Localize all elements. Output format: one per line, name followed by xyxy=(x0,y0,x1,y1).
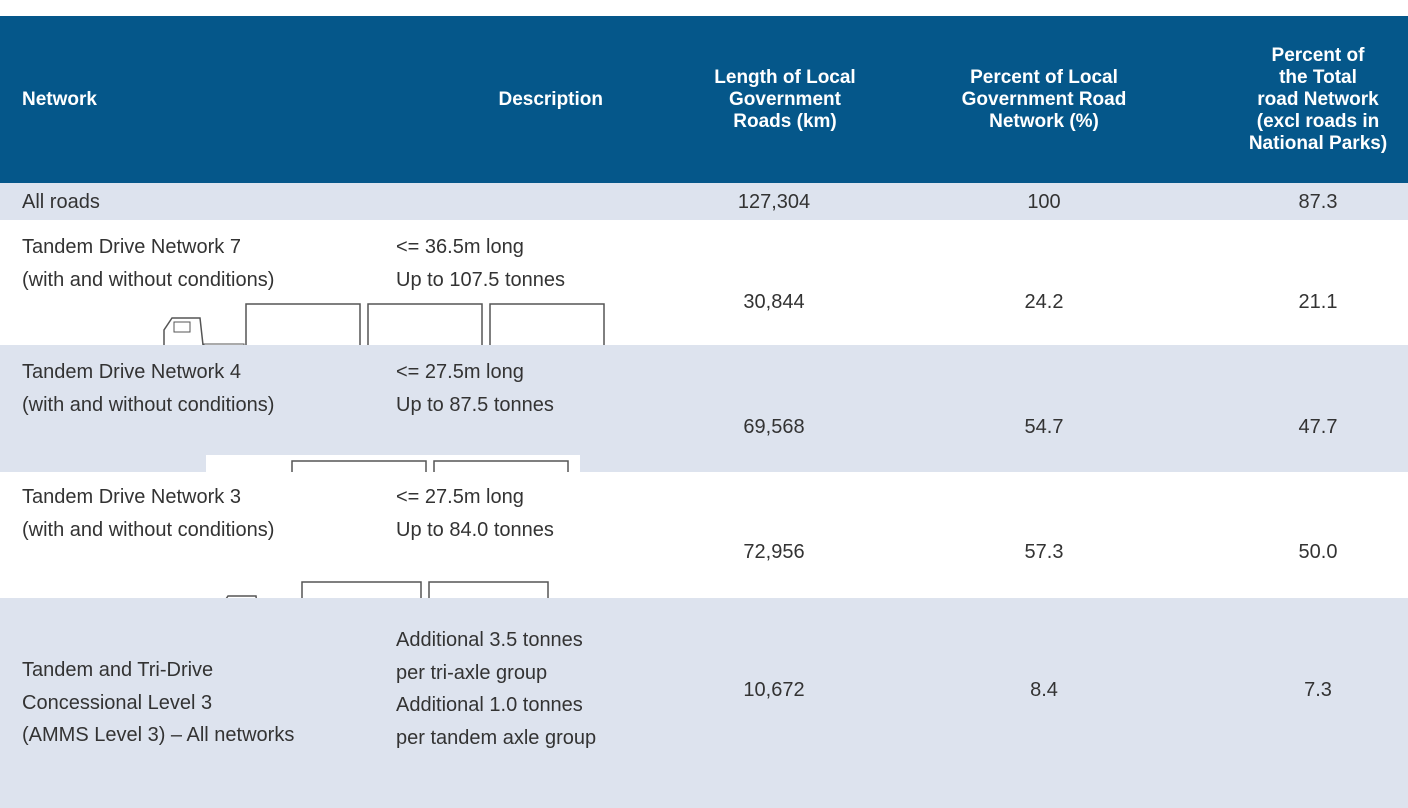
header-cell: road Network xyxy=(1257,89,1379,110)
header-cell: National Parks) xyxy=(1248,133,1388,154)
length-cell: 69,568 xyxy=(743,416,805,438)
network-cell: Tandem Drive Network 3 xyxy=(22,486,241,508)
description-cell: Up to 84.0 tonnes xyxy=(396,518,554,541)
percent-total-cell: 50.0 xyxy=(1298,541,1338,563)
header-cell: Percent of Local xyxy=(970,67,1118,88)
percent-total-cell: 7.3 xyxy=(1304,679,1332,701)
truck-part xyxy=(489,303,605,347)
description-cell: <= 27.5m long xyxy=(396,486,524,508)
network-cell: All roads xyxy=(22,191,100,213)
percent-lg-cell: 57.3 xyxy=(1024,541,1064,563)
row-band xyxy=(0,472,1408,598)
header-cell: Roads (km) xyxy=(733,111,837,132)
network-cell: Concessional Level 3 xyxy=(22,691,213,714)
header-cell: Description xyxy=(498,89,603,110)
header-cell: Length of Local xyxy=(714,67,856,88)
row-band xyxy=(0,220,1408,345)
length-cell: 72,956 xyxy=(743,541,805,563)
header-cell: Network xyxy=(22,89,97,110)
percent-lg-cell: 54.7 xyxy=(1024,416,1064,438)
length-cell: 127,304 xyxy=(737,191,811,213)
truck-part xyxy=(367,303,483,347)
header-cell: (excl roads in xyxy=(1256,111,1380,132)
percent-total-cell: 47.7 xyxy=(1298,416,1338,438)
row-band xyxy=(0,345,1408,472)
header-cell: Network (%) xyxy=(989,111,1099,132)
length-cell: 30,844 xyxy=(743,291,805,313)
percent-total-cell: 87.3 xyxy=(1298,191,1338,213)
percent-lg-cell: 24.2 xyxy=(1024,291,1064,313)
truck-part xyxy=(245,303,361,347)
network-cell: Tandem Drive Network 4 xyxy=(22,361,241,383)
description-cell: Additional 1.0 tonnes xyxy=(396,694,583,716)
network-cell: (with and without conditions) xyxy=(22,268,275,291)
network-cell: Tandem and Tri-Drive xyxy=(22,659,214,681)
header-cell: Government Road xyxy=(961,89,1127,110)
truck-part xyxy=(173,321,191,333)
length-cell: 10,672 xyxy=(743,679,805,701)
network-cell: (with and without conditions) xyxy=(22,518,275,541)
row-band xyxy=(0,183,1408,220)
header-cell: Percent of xyxy=(1271,45,1365,66)
percent-lg-cell: 8.4 xyxy=(1030,679,1058,701)
network-cell: (AMMS Level 3) – All networks xyxy=(22,724,295,746)
header-cell: Government xyxy=(729,89,841,110)
network-cell: Tandem Drive Network 7 xyxy=(22,236,241,258)
header-band xyxy=(0,16,1408,183)
row-band xyxy=(0,598,1408,808)
description-cell: Up to 107.5 tonnes xyxy=(396,268,566,291)
description-cell: per tri-axle group xyxy=(396,661,548,684)
description-cell: Additional 3.5 tonnes xyxy=(396,629,583,651)
description-cell: per tandem axle group xyxy=(396,726,597,749)
network-cell: (with and without conditions) xyxy=(22,393,275,416)
description-cell: <= 27.5m long xyxy=(396,361,524,383)
description-cell: <= 36.5m long xyxy=(396,236,524,258)
percent-lg-cell: 100 xyxy=(1027,191,1061,213)
header-cell: the Total xyxy=(1279,67,1357,88)
percent-total-cell: 21.1 xyxy=(1298,291,1338,313)
description-cell: Up to 87.5 tonnes xyxy=(396,393,554,416)
